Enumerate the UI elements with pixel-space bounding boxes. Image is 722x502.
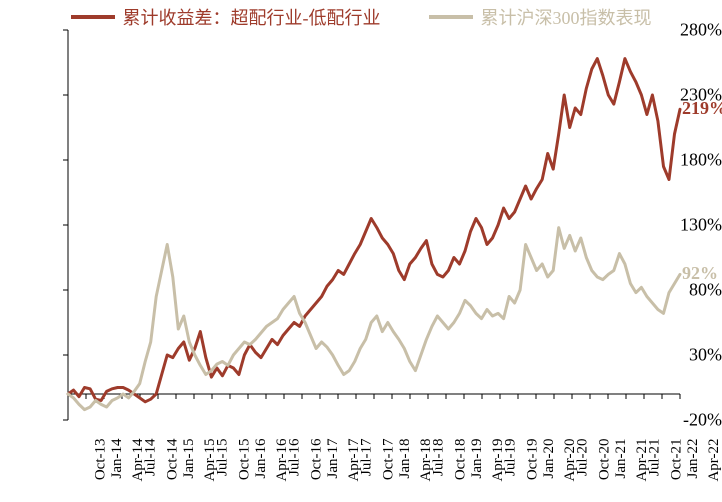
x-tick-label: Oct-20 [597,439,614,481]
y-tick-label: 30% [664,345,722,366]
legend-label: 累计沪深300指数表现 [481,4,652,30]
x-tick-label: Jan-18 [397,439,414,479]
series-line [68,59,680,402]
x-tick-label: Jul-19 [503,439,520,477]
x-tick-label: Jul-14 [143,439,160,477]
x-tick-label: Jan-16 [253,439,270,479]
x-tick-label: Apr-22 [706,439,722,482]
x-tick-label: Jul-21 [647,439,664,477]
y-tick-label: -20% [664,410,722,431]
x-tick-label: Jan-15 [181,439,198,479]
x-tick-label: Oct-17 [381,439,398,481]
legend-label: 累计收益差：超配行业-低配行业 [123,4,381,30]
x-tick-label: Oct-18 [453,439,470,481]
chart-svg [0,0,722,502]
x-tick-label: Jul-15 [215,439,232,477]
x-tick-label: Jul-17 [359,439,376,477]
x-tick-label: Jan-22 [685,439,702,479]
series-end-label: 219% [682,98,722,119]
legend-swatch [71,15,115,19]
x-tick-label: Oct-13 [93,439,110,481]
x-tick-label: Oct-21 [669,439,686,481]
legend: 累计收益差：超配行业-低配行业 累计沪深300指数表现 [0,4,722,30]
legend-item: 累计收益差：超配行业-低配行业 [71,4,381,30]
x-tick-label: Oct-14 [165,439,182,481]
x-tick-label: Jul-16 [287,439,304,477]
line-chart: -20%30%80%130%180%230%280%Oct-13Jan-14Ap… [0,0,722,502]
legend-swatch [429,15,473,19]
y-tick-label: 130% [664,215,722,236]
x-tick-label: Jan-14 [109,439,126,479]
x-tick-label: Oct-19 [525,439,542,481]
x-tick-label: Jan-21 [613,439,630,479]
x-tick-label: Jan-19 [469,439,486,479]
x-tick-label: Jul-18 [431,439,448,477]
x-tick-label: Jan-20 [541,439,558,479]
x-tick-label: Oct-16 [309,439,326,481]
legend-item: 累计沪深300指数表现 [429,4,652,30]
series-end-label: 92% [682,263,718,284]
x-tick-label: Jul-20 [575,439,592,477]
y-tick-label: 180% [664,150,722,171]
x-tick-label: Jan-17 [325,439,342,479]
x-tick-label: Oct-15 [237,439,254,481]
